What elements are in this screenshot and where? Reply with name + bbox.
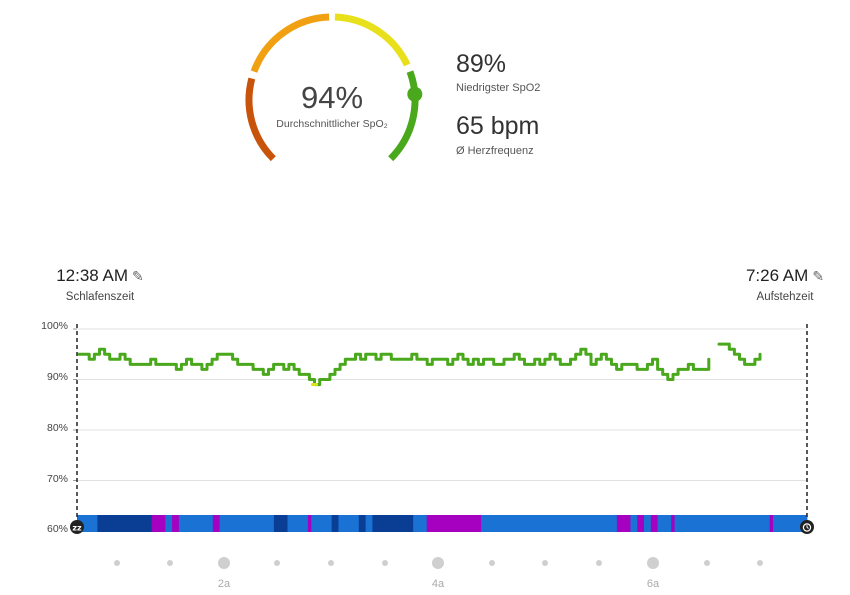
timeline-dot — [542, 560, 548, 566]
bedtime-value: 12:38 AM — [56, 266, 129, 285]
spo2-line — [717, 342, 762, 366]
sleep-stage-segment — [338, 515, 360, 532]
sleep-stage-segment — [287, 515, 309, 532]
timeline-hour-dot — [218, 557, 230, 569]
sleep-stage-segment — [212, 515, 221, 532]
timeline-hour-dot — [432, 557, 444, 569]
y-tick-label: 100% — [41, 320, 68, 332]
timeline-dot — [489, 560, 495, 566]
x-tick-label: 6a — [646, 578, 660, 590]
sleep-stage-segment — [219, 515, 275, 532]
gauge-marker — [407, 86, 423, 102]
sleep-stage-segment — [616, 515, 631, 532]
wake-time-value: 7:26 AM — [745, 266, 809, 285]
sleep-stage-segment — [481, 515, 618, 532]
sleep-stage-segment — [769, 515, 774, 532]
lowest-spo2-value: 89% — [456, 50, 507, 78]
timeline-dot — [114, 560, 120, 566]
gauge-arc — [245, 77, 276, 162]
y-tick-label: 70% — [46, 473, 68, 485]
sleep-stage-segment — [178, 515, 214, 532]
sleep-stage-segment — [426, 515, 482, 532]
avg-heart-rate-value: 65 bpm — [456, 112, 540, 140]
timeline-dot — [167, 560, 173, 566]
sleep-stage-segment — [674, 515, 771, 532]
pencil-icon[interactable]: ✎ — [132, 268, 144, 284]
sleep-stage-segment — [650, 515, 659, 532]
timeline-hour-dot — [647, 557, 659, 569]
sleep-stage-segment — [630, 515, 638, 532]
x-tick-label: 4a — [431, 578, 445, 590]
sleep-stage-segment — [311, 515, 333, 532]
avg-heart-rate-label: Ø Herzfrequenz — [456, 145, 534, 157]
gauge-arc — [388, 70, 419, 162]
timeline-dot — [757, 560, 763, 566]
y-tick-label: 80% — [46, 422, 68, 434]
timeline-dot — [328, 560, 334, 566]
sleep-stage-segment — [331, 515, 339, 532]
alarm-clock-icon — [800, 520, 814, 534]
pencil-icon[interactable]: ✎ — [812, 268, 825, 284]
timeline-dot — [274, 560, 280, 566]
y-tick-label: 90% — [46, 371, 68, 383]
sleep-stage-segment — [151, 515, 166, 532]
sleep-stage-segment — [165, 515, 173, 532]
bedtime-edit[interactable]: 12:38 AM ✎ — [40, 266, 160, 286]
sleep-stage-segment — [307, 515, 312, 532]
sleep-stage-segment — [172, 515, 180, 532]
sleep-zz-icon: zz — [70, 520, 84, 534]
sleep-stage-segment — [657, 515, 672, 532]
timeline-dot — [704, 560, 710, 566]
sleep-stage-segment — [773, 515, 808, 532]
wake-time-edit[interactable]: 7:26 AM ✎ — [725, 266, 845, 286]
sleep-stage-segment — [372, 515, 414, 532]
sleep-stage-segment — [637, 515, 645, 532]
gauge-arc — [334, 13, 411, 67]
spo2-line — [77, 347, 711, 387]
y-tick-label: 60% — [46, 523, 68, 535]
timeline-dot — [596, 560, 602, 566]
sleep-stage-segment — [365, 515, 373, 532]
gauge-arc — [250, 13, 330, 73]
sleep-stage-segment — [644, 515, 652, 532]
avg-spo2-label: Durchschnittlicher SpO₂ — [276, 118, 388, 130]
sleep-stage-segment — [97, 515, 153, 532]
svg-text:zz: zz — [72, 524, 82, 533]
sleep-stage-segment — [273, 515, 288, 532]
sleep-stage-segment — [413, 515, 428, 532]
lowest-spo2-label: Niedrigster SpO2 — [456, 82, 541, 94]
x-tick-label: 2a — [217, 578, 231, 590]
bedtime-label: Schlafenszeit — [65, 291, 135, 303]
sleep-stage-segment — [671, 515, 675, 532]
sleep-stage-segment — [358, 515, 367, 532]
avg-spo2-value: 94% — [300, 80, 364, 115]
wake-time-label: Aufstehzeit — [756, 291, 814, 303]
timeline-dot — [382, 560, 388, 566]
wake-time-block: 7:26 AM ✎ Aufstehzeit — [725, 266, 845, 303]
bedtime-block: 12:38 AM ✎ Schlafenszeit — [40, 266, 160, 303]
